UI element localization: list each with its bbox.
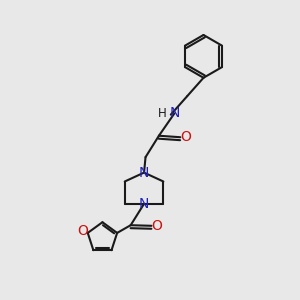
Text: H: H <box>158 107 167 120</box>
Text: O: O <box>152 219 162 233</box>
Text: O: O <box>180 130 191 144</box>
Text: O: O <box>77 224 88 239</box>
Text: N: N <box>139 197 149 211</box>
Text: N: N <box>169 106 180 120</box>
Text: N: N <box>139 166 149 180</box>
